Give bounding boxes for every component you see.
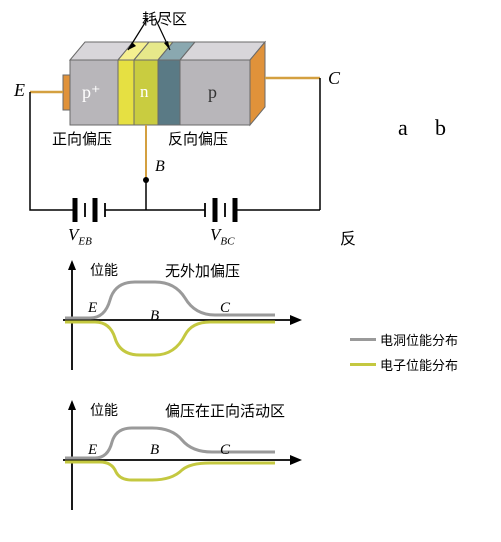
v-bc: VBC: [210, 225, 234, 247]
collector-label: C: [328, 68, 340, 89]
forward-bias-label: 正向偏压: [52, 128, 112, 149]
right-b: b: [435, 115, 446, 141]
chart2-b: B: [150, 442, 159, 459]
reverse-bias-label: 反向偏压: [168, 128, 228, 149]
chart1-b: B: [150, 308, 159, 325]
legend: 电洞位能分布 电子位能分布: [350, 330, 458, 374]
diagram-container: 耗尽区 E C p⁺ n p 正向偏压 反向偏压 B VEB VBC 反 a b…: [10, 10, 491, 532]
chart1-ylabel: 位能: [90, 260, 118, 280]
legend-electron-label: 电子位能分布: [380, 355, 458, 374]
chart1-title: 无外加偏压: [165, 260, 240, 281]
p-plus-label: p⁺: [82, 82, 101, 103]
legend-electron-row: 电子位能分布: [350, 355, 458, 374]
chart2-title: 偏压在正向活动区: [165, 400, 285, 421]
base-label: B: [155, 158, 165, 176]
chart2-c: C: [220, 442, 230, 459]
emitter-label: E: [14, 80, 25, 101]
depletion-label: 耗尽区: [142, 8, 187, 29]
p-label: p: [208, 82, 217, 103]
n-label: n: [140, 82, 149, 102]
legend-electron-swatch: [350, 363, 376, 366]
chart1-c: C: [220, 300, 230, 317]
legend-hole-row: 电洞位能分布: [350, 330, 458, 349]
v-eb: VEB: [68, 225, 92, 247]
chart2-ylabel: 位能: [90, 400, 118, 420]
chart2-e: E: [88, 442, 97, 459]
legend-hole-label: 电洞位能分布: [380, 330, 458, 349]
legend-hole-swatch: [350, 338, 376, 341]
chart1-e: E: [88, 300, 97, 317]
anti-label: 反: [340, 225, 356, 249]
right-a: a: [398, 115, 408, 141]
